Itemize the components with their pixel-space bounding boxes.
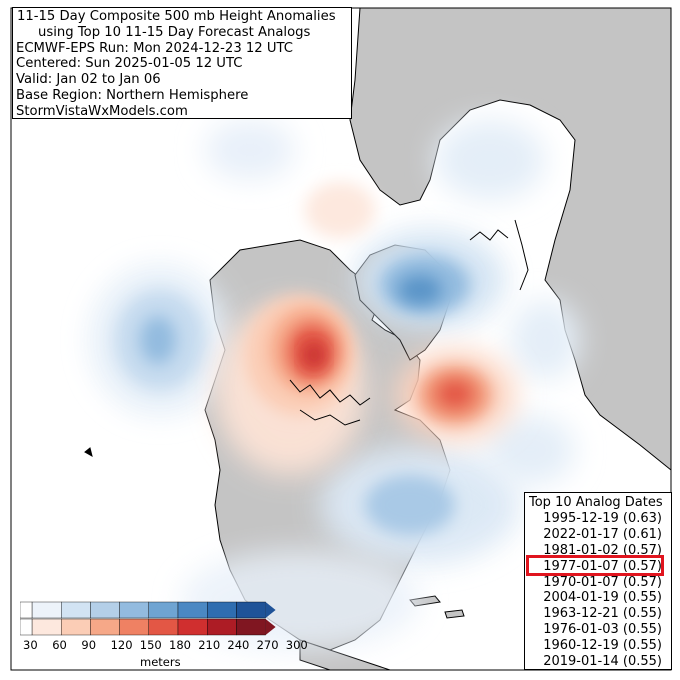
map-subtitle: using Top 10 11-15 Day Forecast Analogs [38, 24, 311, 40]
positive-lead [20, 618, 33, 636]
negative-colorbar [20, 601, 276, 619]
positive-swatch [31, 618, 62, 636]
positive-swatch [177, 618, 208, 636]
analog-row: 2022-01-17 (0.61) [543, 526, 662, 542]
legend-tick-label: 150 [139, 638, 162, 652]
base-region-info: Base Region: Northern Hemisphere [16, 87, 249, 103]
analog-row: 2004-01-19 (0.55) [543, 590, 662, 606]
negative-lead [20, 601, 33, 619]
positive-swatch [148, 618, 179, 636]
positive-colorbar [20, 618, 276, 636]
negative-swatch [148, 601, 179, 619]
eurasia-landmass [349, 8, 671, 471]
analog-row: 1976-01-03 (0.55) [543, 622, 662, 638]
source-credit: StormVistaWxModels.com [16, 103, 188, 119]
legend-tick-label: 30 [23, 638, 38, 652]
negative-swatch [61, 601, 91, 619]
legend-tick-label: 210 [198, 638, 221, 652]
negative-swatch [90, 601, 120, 619]
legend-tick-label: 60 [52, 638, 67, 652]
coastlines [84, 219, 529, 458]
positive-swatch [236, 618, 266, 636]
centered-info: Centered: Sun 2025-01-05 12 UTC [16, 56, 243, 72]
legend-tick-label: 180 [169, 638, 191, 652]
positive-swatch [90, 618, 120, 636]
negative-swatch [236, 601, 266, 619]
color-legend [20, 601, 276, 636]
analog-row: 1995-12-19 (0.63) [543, 510, 662, 526]
negative-swatch [206, 601, 237, 619]
negative-swatch [31, 601, 62, 619]
negative-extend-arrow [265, 602, 276, 618]
positive-extend-arrow [265, 619, 276, 635]
legend-tick-label: 300 [285, 638, 308, 652]
analog-row: 1963-12-21 (0.55) [543, 606, 662, 622]
map-info-box: 11-15 Day Composite 500 mb Height Anomal… [12, 7, 352, 119]
negative-swatch [177, 601, 208, 619]
valid-info: Valid: Jan 02 to Jan 06 [16, 72, 161, 88]
run-info: ECMWF-EPS Run: Mon 2024-12-23 12 UTC [16, 40, 294, 56]
legend-tick-label: 90 [81, 638, 97, 652]
analog-dates-title: Top 10 Analog Dates [529, 495, 663, 510]
legend-tick-label: 270 [256, 638, 279, 652]
analog-row: 2019-01-14 (0.55) [543, 654, 662, 670]
analog-row: 1970-01-07 (0.57) [543, 574, 662, 590]
anomaly-fields [90, 120, 580, 650]
positive-swatch [119, 618, 149, 636]
legend-unit: meters [140, 655, 181, 669]
legend-tick-label: 240 [227, 638, 250, 652]
analog-row: 1960-12-19 (0.55) [543, 638, 662, 654]
positive-swatch [61, 618, 91, 636]
negative-swatch [119, 601, 149, 619]
analog-row: 1981-01-02 (0.57) [543, 542, 662, 558]
legend-tick-label: 120 [110, 638, 133, 652]
analog-row-highlighted: 1977-01-07 (0.57) [543, 558, 662, 574]
positive-swatch [206, 618, 237, 636]
analog-dates-box: Top 10 Analog Dates 1995-12-19 (0.63) 20… [524, 492, 672, 670]
map-title: 11-15 Day Composite 500 mb Height Anomal… [17, 9, 336, 24]
